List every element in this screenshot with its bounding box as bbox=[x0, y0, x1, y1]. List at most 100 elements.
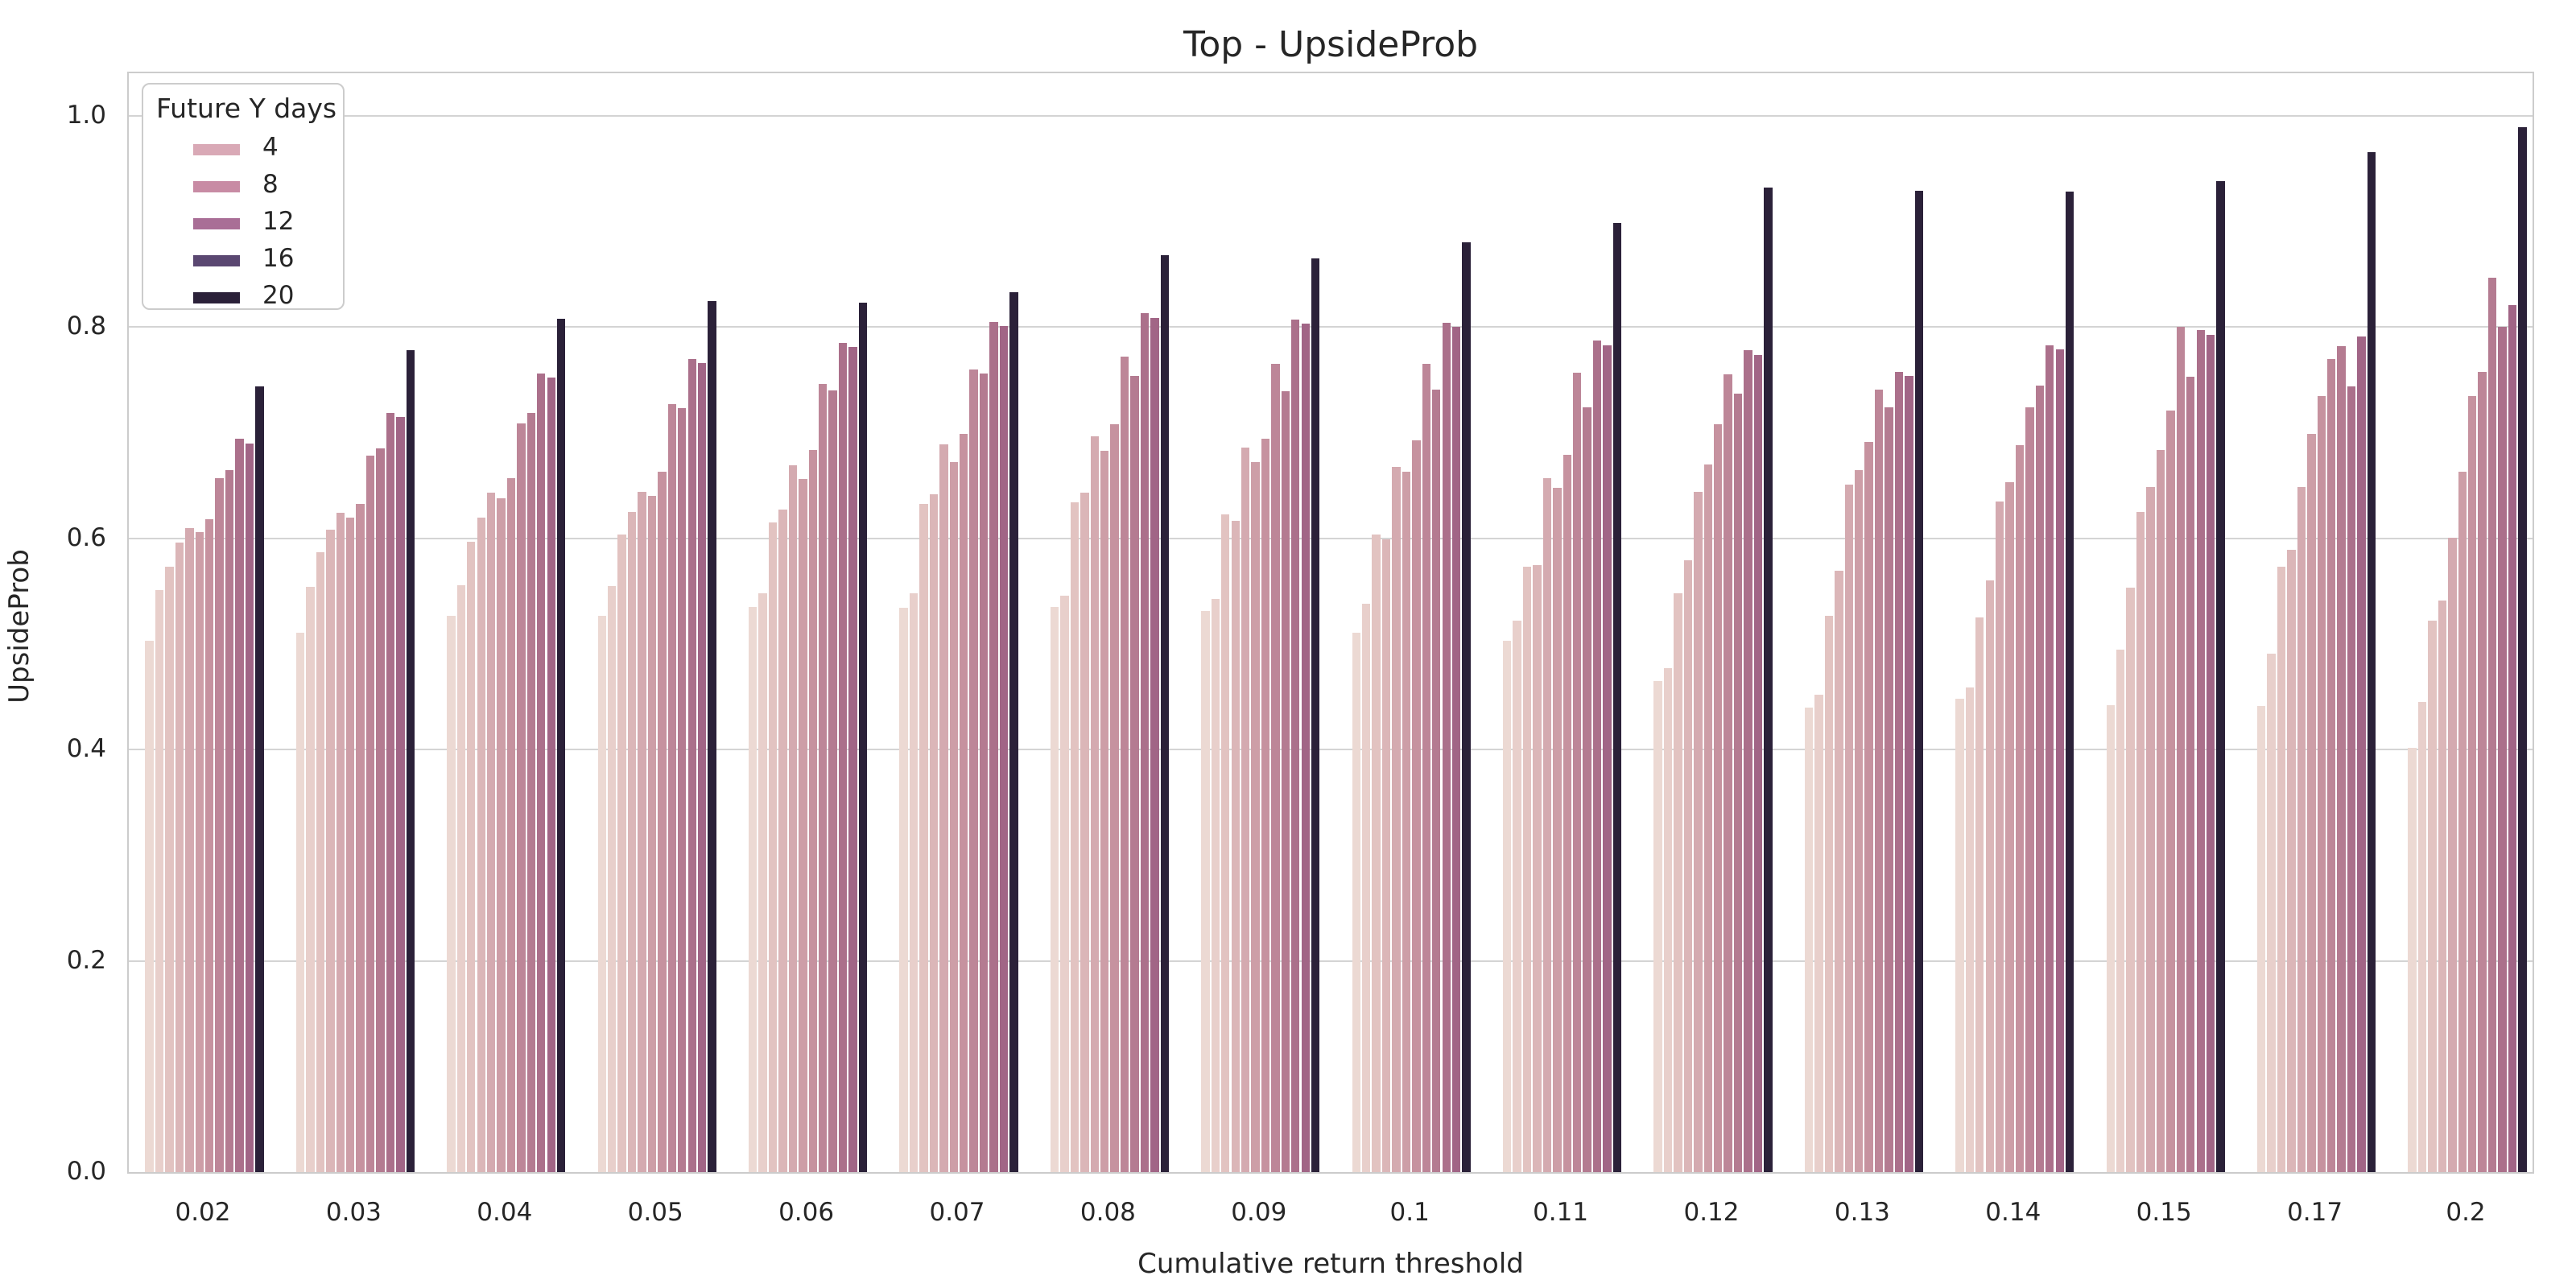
bar bbox=[336, 513, 345, 1172]
bar bbox=[1995, 501, 2004, 1172]
chart-title: Top - UpsideProb bbox=[1183, 24, 1479, 65]
bar bbox=[547, 378, 555, 1172]
bar bbox=[909, 593, 919, 1172]
bar bbox=[1753, 354, 1763, 1172]
x-tick-label: 0.02 bbox=[175, 1198, 231, 1227]
bar bbox=[2347, 386, 2356, 1172]
bar bbox=[1824, 615, 1834, 1172]
bar bbox=[788, 465, 798, 1172]
bar bbox=[2005, 482, 2014, 1172]
bar bbox=[255, 386, 264, 1172]
bar bbox=[205, 519, 214, 1172]
legend-swatch bbox=[193, 144, 240, 155]
bar bbox=[1261, 439, 1270, 1172]
bar bbox=[396, 416, 405, 1172]
bar bbox=[1080, 493, 1089, 1172]
bar bbox=[2216, 181, 2225, 1172]
bar bbox=[1100, 450, 1109, 1172]
bar bbox=[627, 512, 637, 1172]
bar bbox=[687, 358, 696, 1172]
bar bbox=[2438, 601, 2447, 1172]
bar bbox=[1211, 598, 1220, 1172]
bar bbox=[949, 462, 958, 1172]
bar bbox=[2478, 371, 2487, 1172]
bar bbox=[1573, 372, 1582, 1172]
bar bbox=[999, 326, 1009, 1172]
bar bbox=[2126, 588, 2135, 1172]
bar bbox=[1653, 680, 1662, 1172]
bar bbox=[326, 530, 335, 1172]
bar bbox=[2015, 445, 2025, 1172]
bar bbox=[1432, 389, 1441, 1172]
bar bbox=[2337, 346, 2346, 1172]
bar bbox=[1060, 595, 1069, 1172]
bar bbox=[1533, 564, 1542, 1172]
bar bbox=[2508, 304, 2517, 1172]
bar bbox=[2166, 411, 2175, 1172]
bar bbox=[2357, 336, 2366, 1172]
legend-item-label: 20 bbox=[262, 281, 295, 310]
bar bbox=[1392, 466, 1401, 1172]
bar bbox=[2277, 567, 2286, 1172]
x-tick-label: 0.08 bbox=[1080, 1198, 1136, 1227]
bar bbox=[989, 321, 998, 1172]
bar bbox=[1241, 447, 1250, 1172]
bar bbox=[477, 517, 485, 1172]
bar bbox=[919, 503, 928, 1172]
bar bbox=[939, 444, 948, 1172]
bar bbox=[2487, 277, 2497, 1172]
bar bbox=[145, 641, 154, 1172]
bar bbox=[1965, 687, 1975, 1172]
bar bbox=[2136, 512, 2145, 1172]
bar bbox=[356, 503, 365, 1172]
bar bbox=[1764, 188, 1773, 1172]
x-tick-label: 0.17 bbox=[2287, 1198, 2343, 1227]
bar bbox=[2176, 327, 2186, 1172]
x-tick-label: 0.09 bbox=[1231, 1198, 1287, 1227]
bar bbox=[195, 531, 204, 1172]
bar bbox=[1160, 255, 1169, 1172]
bar bbox=[1462, 242, 1471, 1172]
gridline bbox=[129, 326, 2533, 328]
bar bbox=[1744, 350, 1752, 1172]
x-tick-label: 0.05 bbox=[627, 1198, 683, 1227]
bar bbox=[1854, 469, 1864, 1172]
bar bbox=[456, 584, 466, 1172]
bar bbox=[1955, 699, 1964, 1172]
bar bbox=[1130, 375, 1139, 1172]
bar bbox=[1251, 462, 1260, 1172]
y-tick-label: 0.4 bbox=[66, 734, 106, 764]
bar bbox=[1311, 258, 1320, 1172]
bar bbox=[486, 493, 496, 1172]
bar bbox=[2468, 395, 2477, 1172]
bar bbox=[1563, 455, 1571, 1172]
x-tick-label: 0.07 bbox=[929, 1198, 985, 1227]
bar bbox=[1090, 436, 1099, 1172]
legend-item-label: 12 bbox=[262, 207, 295, 236]
legend-item-label: 4 bbox=[262, 133, 279, 162]
bar bbox=[1291, 320, 1300, 1172]
bar bbox=[1522, 567, 1532, 1172]
bar bbox=[345, 517, 355, 1172]
bar bbox=[838, 343, 848, 1172]
bar bbox=[2146, 486, 2155, 1172]
bar bbox=[1844, 484, 1853, 1172]
bar bbox=[1150, 317, 1159, 1172]
bar bbox=[2287, 550, 2296, 1172]
bar bbox=[929, 493, 939, 1172]
bar bbox=[1281, 391, 1290, 1172]
bar bbox=[2448, 537, 2457, 1172]
bar bbox=[447, 615, 456, 1172]
bar bbox=[1905, 375, 1913, 1172]
bar bbox=[2307, 433, 2316, 1172]
bar bbox=[1864, 442, 1873, 1172]
y-tick-label: 0.6 bbox=[66, 522, 106, 552]
bar bbox=[1503, 641, 1512, 1172]
bar bbox=[697, 363, 707, 1172]
bar bbox=[858, 303, 868, 1172]
bar bbox=[1874, 389, 1884, 1172]
bar bbox=[1381, 539, 1391, 1172]
x-tick-label: 0.15 bbox=[2136, 1198, 2192, 1227]
bar bbox=[2186, 377, 2195, 1172]
bar bbox=[1674, 593, 1682, 1172]
